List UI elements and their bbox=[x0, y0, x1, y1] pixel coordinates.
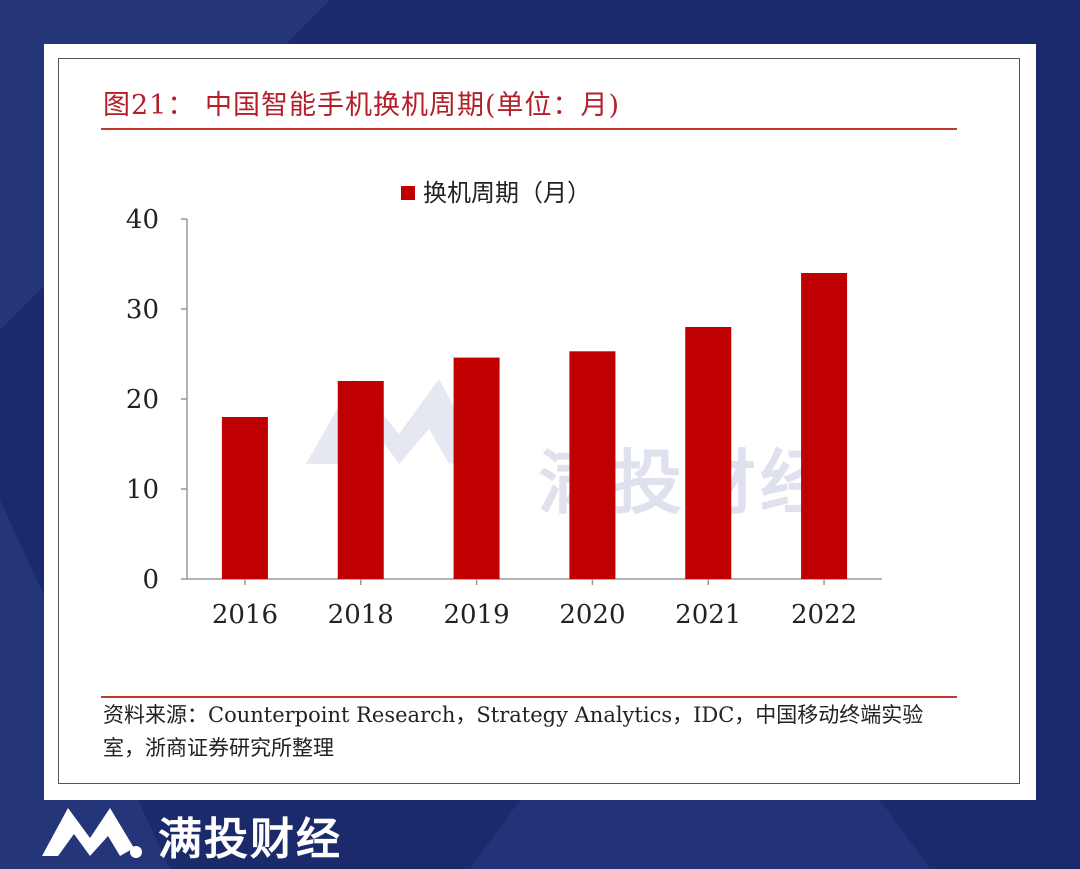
x-tick-label: 2019 bbox=[443, 600, 509, 630]
footer-brand-name: 满投财经 bbox=[158, 814, 342, 865]
y-tick-label: 40 bbox=[126, 205, 159, 235]
bar bbox=[337, 381, 384, 579]
x-tick-label: 2020 bbox=[559, 600, 625, 630]
y-tick-label: 30 bbox=[126, 295, 159, 325]
bar bbox=[221, 417, 268, 579]
chart-bars bbox=[221, 273, 848, 579]
y-tick-label: 20 bbox=[126, 385, 159, 415]
source-divider bbox=[101, 696, 957, 698]
figure-frame: 图21： 中国智能手机换机周期(单位：月) 资料来源：Counterpoint … bbox=[58, 58, 1020, 784]
title-divider bbox=[101, 128, 957, 130]
legend-swatch bbox=[401, 186, 415, 200]
x-tick-label: 2021 bbox=[675, 600, 741, 630]
bar bbox=[801, 273, 848, 579]
watermark-logo-icon bbox=[306, 379, 474, 466]
bar bbox=[569, 351, 616, 579]
source-note: 资料来源：Counterpoint Research，Strategy Anal… bbox=[103, 703, 924, 760]
figure-title: 图21： 中国智能手机换机周期(单位：月) bbox=[103, 90, 621, 121]
mantou-logo-icon bbox=[42, 808, 142, 858]
legend-label: 换机周期（月） bbox=[423, 179, 591, 207]
y-tick-label: 0 bbox=[142, 565, 159, 595]
chart-legend: 换机周期（月） bbox=[401, 179, 591, 207]
bar bbox=[453, 357, 500, 579]
bar-chart: 换机周期（月） 0 10 20 30 40 2016 2018 2019 2020 2021 202… bbox=[126, 179, 882, 630]
figure-card: 图21： 中国智能手机换机周期(单位：月) 资料来源：Counterpoint … bbox=[44, 44, 1036, 800]
chart-labels: 0 10 20 30 40 2016 2018 2019 2020 2021 2022 bbox=[126, 205, 857, 630]
x-tick-label: 2018 bbox=[328, 600, 394, 630]
x-tick-label: 2022 bbox=[791, 600, 857, 630]
chart-axes bbox=[181, 218, 882, 585]
bar bbox=[685, 327, 732, 579]
x-tick-label: 2016 bbox=[212, 600, 278, 630]
y-tick-label: 10 bbox=[126, 475, 159, 505]
